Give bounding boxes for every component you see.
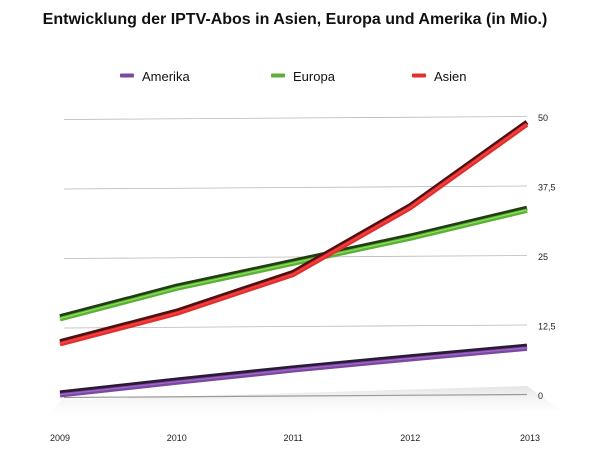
series-line-body [59,346,528,398]
series-line-highlight [59,123,528,345]
x-tick-labels: 2009 2010 2011 2012 2013 [50,433,540,443]
gridline [63,116,528,120]
chart-title: Entwicklung der IPTV-Abos in Asien, Euro… [42,11,548,28]
x-tick-label: 2011 [284,433,303,443]
y-tick-label: 12,5 [538,322,556,332]
y-tick-labels: 0 12,5 25 37,5 50 [538,113,556,401]
legend-label-europa: Europa [293,69,336,84]
gridline [63,324,528,329]
y-tick-label: 25 [538,252,548,262]
series-line-highlight [59,209,528,320]
legend-label-asien: Asien [434,69,467,84]
series-lines [59,120,529,398]
series-europa-line [59,205,528,322]
y-tick-label: 50 [538,113,548,123]
series-line-top-edge [59,120,529,345]
legend-swatch-asien [412,73,426,78]
series-asien-line [59,120,529,347]
gridline [63,185,528,190]
legend: Amerika Europa Asien [120,69,467,84]
x-tick-label: 2010 [167,433,187,443]
y-tick-label: 0 [538,391,543,401]
y-tick-label: 37,5 [538,183,556,193]
gridline [63,393,528,399]
series-amerika-line [59,343,528,398]
series-line-top-edge [59,343,528,396]
series-line-body [59,208,528,322]
series-line-body [59,122,529,347]
series-line-top-edge [59,205,528,320]
gridline [63,255,528,259]
x-tick-label: 2009 [50,433,70,443]
x-tick-label: 2013 [520,433,540,443]
legend-swatch-amerika [120,73,134,78]
series-line-highlight [59,347,528,396]
floor-shadow [40,386,560,420]
x-tick-label: 2012 [400,433,420,443]
legend-label-amerika: Amerika [142,69,190,84]
gridlines [63,116,528,399]
legend-swatch-europa [271,73,285,78]
